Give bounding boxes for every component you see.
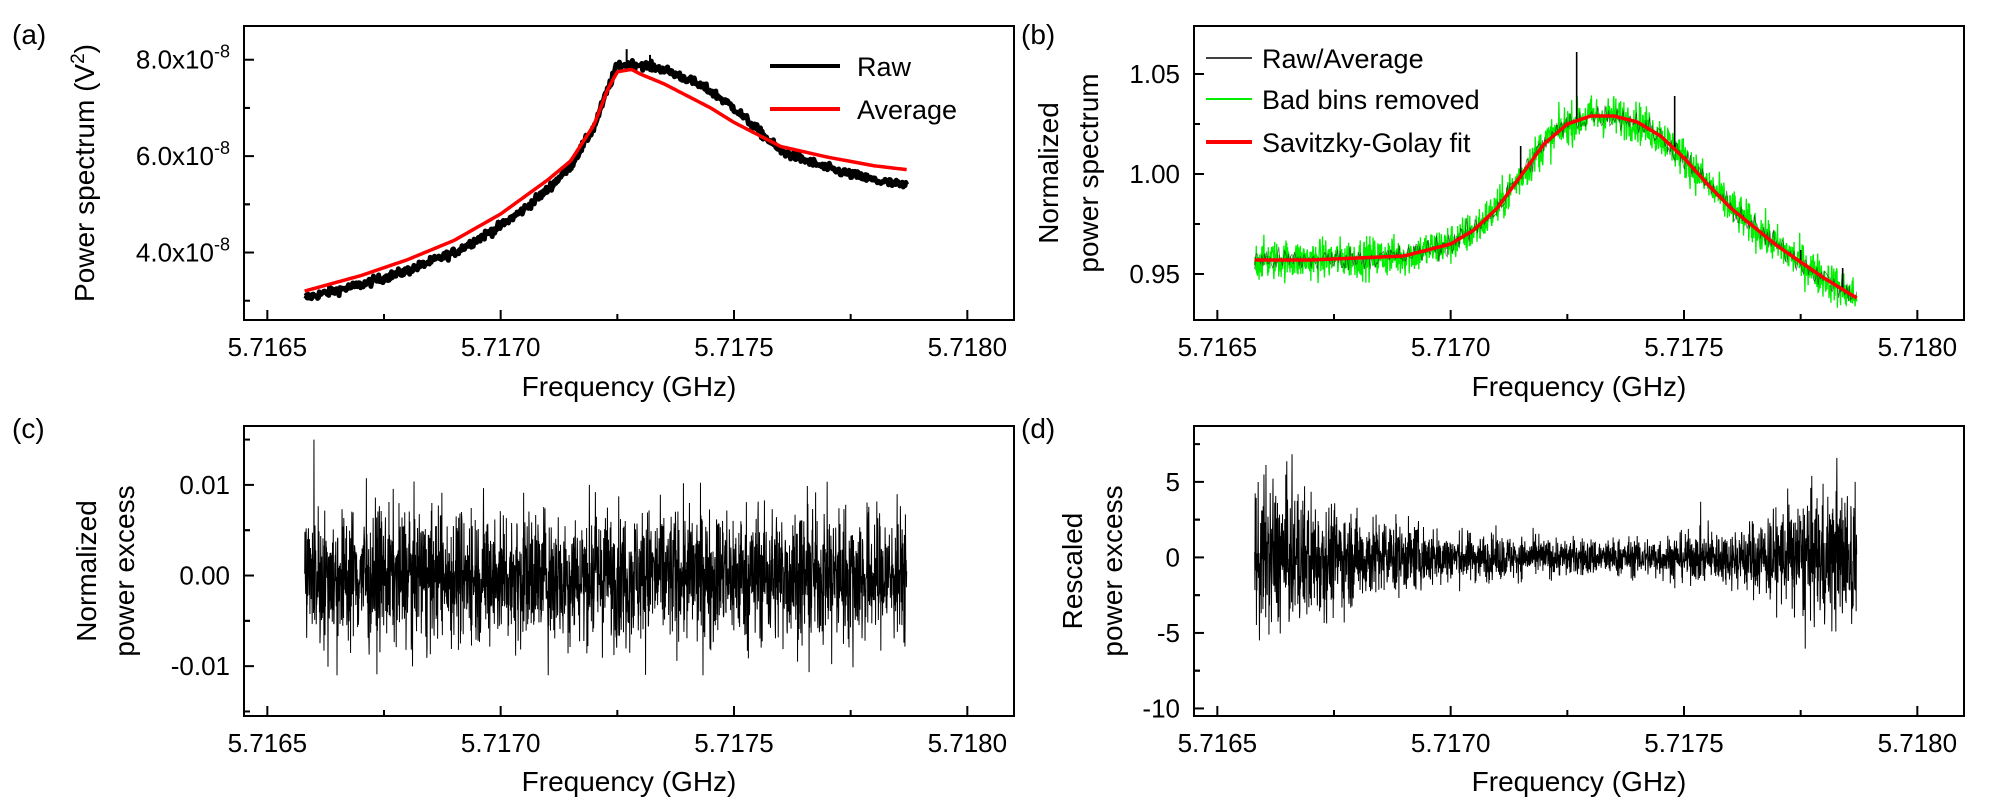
y-tick-label: -10 bbox=[1142, 693, 1180, 723]
y-tick-label: 8.0x10-8 bbox=[136, 42, 230, 75]
x-tick-label: 5.7180 bbox=[1878, 332, 1958, 362]
y-tick-label: 0.95 bbox=[1129, 259, 1180, 289]
y-tick-label: 0.00 bbox=[179, 561, 230, 591]
y-tick-label: 6.0x10-8 bbox=[136, 138, 230, 171]
x-tick-label: 5.7180 bbox=[928, 332, 1008, 362]
panel-b-frame bbox=[1193, 25, 1965, 321]
panel-b-letter: (b) bbox=[1021, 19, 1055, 50]
x-tick-label: 5.7165 bbox=[1178, 332, 1258, 362]
panel-c-ylabel-line1: Normalized bbox=[71, 500, 102, 642]
y-tick-label: -5 bbox=[1157, 618, 1180, 648]
panel-d-xlabel: Frequency (GHz) bbox=[1472, 766, 1687, 797]
panel-b-legend: Raw/Average Bad bins removed Savitzky-Go… bbox=[1206, 44, 1480, 158]
panel-b-xlabel: Frequency (GHz) bbox=[1472, 371, 1687, 402]
x-tick-label: 5.7180 bbox=[928, 728, 1008, 758]
x-tick-label: 5.7170 bbox=[461, 332, 541, 362]
panel-a-letter: (a) bbox=[12, 19, 46, 50]
panel-d-frame bbox=[1193, 425, 1965, 717]
panel-a-legend: Raw Average bbox=[770, 52, 957, 125]
panel-d-ylabel-line1: Rescaled bbox=[1057, 513, 1088, 630]
series-normalized-power-excess bbox=[304, 439, 908, 676]
panel-d-plot: 5.7165 5.7170 5.7175 5.7180 -10 -5 0 5 bbox=[1142, 443, 1958, 758]
panel-d: (d) 5.7165 5.7170 5.7175 5.7180 -10 -5 0 5 Freq… bbox=[1021, 413, 1965, 797]
panel-c-xlabel: Frequency (GHz) bbox=[522, 766, 737, 797]
x-tick-label: 5.7170 bbox=[1411, 728, 1491, 758]
panel-a-ylabel: Power spectrum (V2) bbox=[68, 44, 100, 302]
x-tick-label: 5.7175 bbox=[1644, 728, 1724, 758]
series-savitzky-golay-fit bbox=[1254, 114, 1858, 300]
x-tick-label: 5.7175 bbox=[1644, 332, 1724, 362]
y-tick-label: 0 bbox=[1166, 542, 1180, 572]
panel-a-plot: 5.7165 5.7170 5.7175 5.7180 4.0x10-8 6.0x10-8… bbox=[136, 42, 1007, 362]
x-tick-label: 5.7170 bbox=[461, 728, 541, 758]
legend-raw-label: Raw bbox=[857, 52, 912, 82]
x-tick-label: 5.7170 bbox=[1411, 332, 1491, 362]
y-tick-label: 4.0x10-8 bbox=[136, 235, 230, 268]
panel-a: (a) 5.7165 5.7170 5.7175 5.7180 4.0x10-8 6.0x… bbox=[12, 19, 1015, 402]
x-tick-label: 5.7165 bbox=[228, 728, 308, 758]
panel-d-letter: (d) bbox=[1021, 413, 1055, 444]
x-tick-label: 5.7165 bbox=[1178, 728, 1258, 758]
panel-c: (c) 5.7165 5.7170 5.7175 5.7180 -0.01 0.00 0.0… bbox=[12, 413, 1015, 797]
panel-a-frame bbox=[243, 25, 1015, 321]
panel-c-frame bbox=[243, 425, 1015, 717]
panel-b: (b) 5.7165 5.7170 5.7175 5.7180 0.95 1.00 1.05… bbox=[1021, 19, 1965, 402]
x-tick-label: 5.7165 bbox=[228, 332, 308, 362]
legend-average-label: Average bbox=[857, 95, 957, 125]
panel-d-ylabel-line2: power excess bbox=[1097, 485, 1128, 656]
series-rescaled-power-excess bbox=[1254, 454, 1858, 649]
legend-bad-bins-label: Bad bins removed bbox=[1262, 85, 1480, 115]
y-tick-label: 5 bbox=[1166, 467, 1180, 497]
series-average-line bbox=[304, 67, 907, 293]
panel-c-letter: (c) bbox=[12, 413, 45, 444]
legend-sg-fit-label: Savitzky-Golay fit bbox=[1262, 128, 1471, 158]
panel-b-ylabel-line1: Normalized bbox=[1033, 102, 1064, 244]
x-tick-label: 5.7175 bbox=[694, 332, 774, 362]
y-tick-label: -0.01 bbox=[171, 651, 230, 681]
panel-b-ylabel-line2: power spectrum bbox=[1073, 73, 1104, 272]
x-tick-label: 5.7175 bbox=[694, 728, 774, 758]
panel-c-ylabel-line2: power excess bbox=[109, 485, 140, 656]
panel-a-xlabel: Frequency (GHz) bbox=[522, 371, 737, 402]
y-tick-label: 0.01 bbox=[179, 470, 230, 500]
y-tick-label: 1.00 bbox=[1129, 159, 1180, 189]
panel-b-plot: 5.7165 5.7170 5.7175 5.7180 0.95 1.00 1.05 bbox=[1129, 52, 1957, 362]
x-tick-label: 5.7180 bbox=[1878, 728, 1958, 758]
legend-raw-average-label: Raw/Average bbox=[1262, 44, 1424, 74]
y-tick-label: 1.05 bbox=[1129, 59, 1180, 89]
panel-c-plot: 5.7165 5.7170 5.7175 5.7180 -0.01 0.00 0.01 bbox=[171, 438, 1008, 758]
